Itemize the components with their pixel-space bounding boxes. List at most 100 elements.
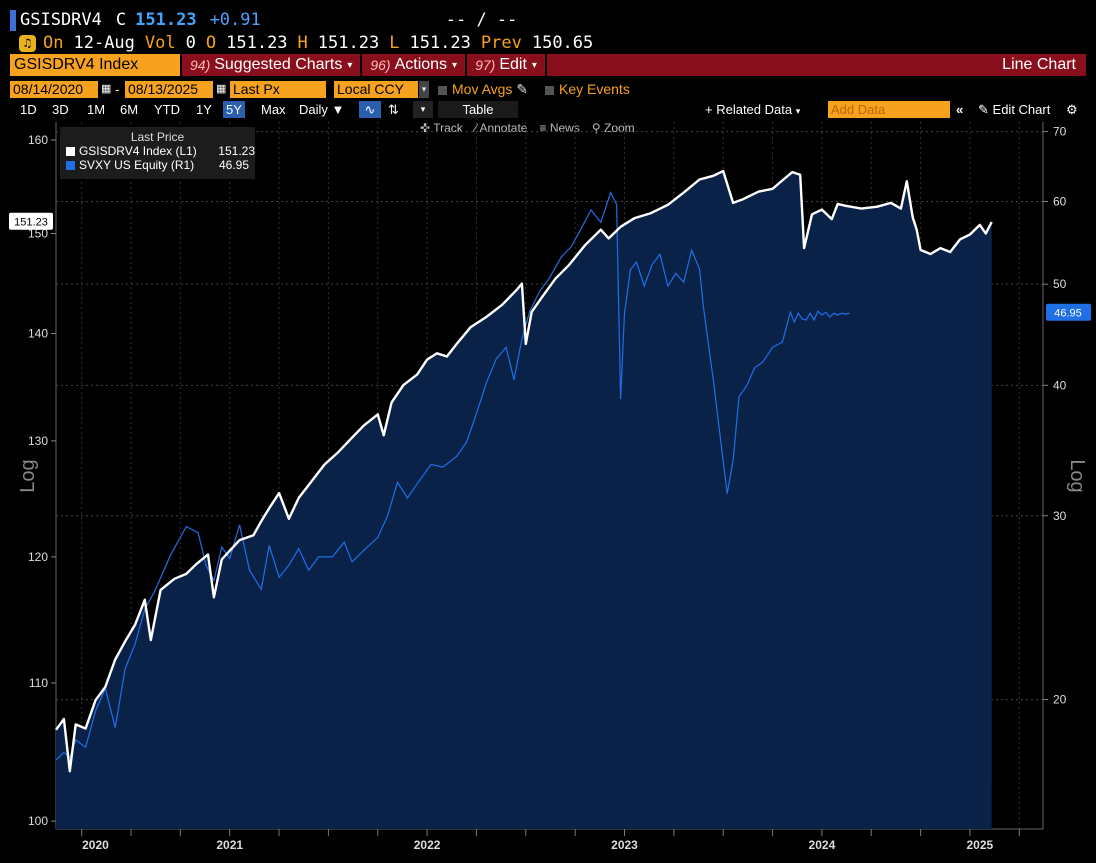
legend-item-svxy[interactable]: SVXY US Equity (R1) 46.95 — [66, 158, 255, 172]
low-price: 151.23 — [409, 33, 471, 53]
chart-type-label: Line Chart — [1002, 56, 1076, 73]
left-axis-tick-label: 150 — [28, 227, 48, 241]
range-ytd-button[interactable]: YTD — [154, 102, 180, 117]
legend-series-name: GSISDRV4 Index (L1) — [78, 144, 197, 158]
left-axis-tick-label: 120 — [28, 550, 48, 564]
legend-item-index[interactable]: GSISDRV4 Index (L1) 151.23 — [66, 144, 255, 158]
actions-menu[interactable]: 96) Actions ▾ — [362, 54, 468, 76]
x-axis-year-label: 2023 — [611, 838, 638, 852]
range-3d-button[interactable]: 3D — [52, 102, 69, 117]
menu-bar: GSISDRV4 Index 94) Suggested Charts ▾ 96… — [10, 54, 1086, 76]
series-area — [56, 171, 992, 830]
last-price: 151.23 — [135, 10, 197, 30]
currency-select[interactable]: Local CCY — [334, 81, 418, 98]
svxy-series-line — [55, 190, 850, 761]
calendar-icon[interactable]: ▦ — [101, 83, 112, 95]
menu-label: Actions — [394, 56, 448, 73]
prev-price: 150.65 — [531, 33, 594, 53]
last-value-markers: 151.23 46.95 — [9, 212, 1091, 321]
legend-header: Last Price — [130, 130, 185, 144]
series-lines — [55, 169, 993, 773]
last-value-box-left — [9, 212, 53, 230]
annotate-icon: ∕ — [474, 121, 477, 135]
ticker[interactable]: GSISDRV4 — [20, 10, 102, 30]
date-separator: - — [115, 81, 120, 97]
index-area-fill — [56, 171, 992, 830]
legend-series-name: SVXY US Equity (R1) — [79, 158, 195, 172]
checkbox-icon — [545, 85, 554, 95]
left-axis-label: Log — [17, 459, 39, 492]
related-data-menu[interactable]: + Related Data ▾ — [705, 101, 800, 118]
edit-menu[interactable]: 97) Edit ▾ — [467, 54, 547, 76]
legend-series-value: 151.23 — [218, 144, 255, 158]
legend-swatch — [66, 146, 75, 156]
field-select[interactable]: Last Px — [230, 81, 326, 98]
chart-legend[interactable]: Last Price GSISDRV4 Index (L1) 151.23 SV… — [60, 127, 255, 179]
range-1d-button[interactable]: 1D — [20, 102, 37, 117]
range-5y-button[interactable]: 5Y — [223, 101, 245, 118]
left-axis-tick-label: 130 — [28, 434, 48, 448]
range-6m-button[interactable]: 6M — [120, 102, 139, 117]
x-axis-year-label: 2021 — [216, 838, 243, 852]
chart-style-dropdown-icon[interactable]: ▾ — [413, 101, 433, 118]
last-value-label-left: 151.23 — [14, 217, 48, 229]
open-label: O — [205, 33, 217, 53]
news-icon: ≡ — [539, 121, 547, 135]
on-label: On — [43, 33, 64, 53]
collapse-icon[interactable]: « — [956, 102, 964, 117]
currency-dropdown-icon[interactable]: ▾ — [419, 81, 429, 98]
bid-ask: -- / -- — [445, 10, 518, 30]
high-label: H — [297, 33, 308, 53]
calendar-icon[interactable]: ▦ — [216, 83, 227, 95]
net-change: +0.91 — [209, 10, 261, 30]
gear-icon[interactable]: ⚙ — [1066, 102, 1078, 117]
start-date-input[interactable]: 08/14/2020 — [10, 81, 98, 98]
vol-label: Vol — [144, 33, 176, 53]
range-bar: 1D 3D 1M 6M YTD 1Y 5Y Max Daily ▼ ∿ ⇅ ▾ … — [10, 101, 1086, 118]
alert-bell-icon[interactable]: ♫ — [19, 34, 36, 52]
mov-avgs-label: Mov Avgs — [452, 81, 513, 97]
range-1m-button[interactable]: 1M — [87, 102, 106, 117]
caret-down-icon: ▾ — [347, 59, 353, 71]
volume: 0 — [185, 33, 196, 53]
right-axis-tick-label: 60 — [1053, 194, 1067, 208]
edit-chart-button[interactable]: ✎ Edit Chart — [978, 101, 1050, 118]
frequency-label: Daily — [299, 102, 328, 117]
key-events-toggle[interactable]: Key Events — [545, 81, 630, 97]
zoom-icon: ⚲ — [591, 121, 601, 135]
x-axis-year-label: 2020 — [82, 838, 109, 852]
end-date-input[interactable]: 08/13/2025 — [125, 81, 213, 98]
right-axis-tick-label: 20 — [1053, 693, 1067, 707]
high-price: 151.23 — [317, 33, 380, 53]
table-button[interactable]: Table — [438, 101, 518, 118]
security-color-swatch — [10, 9, 16, 31]
candle-chart-icon[interactable]: ⇅ — [388, 102, 399, 117]
low-label: L — [389, 33, 400, 53]
mov-avgs-toggle[interactable]: Mov Avgs ✎ — [438, 81, 528, 98]
pencil-icon: ✎ — [516, 81, 529, 97]
range-1y-button[interactable]: 1Y — [196, 102, 212, 117]
track-tool[interactable]: ✜ Track — [420, 121, 463, 135]
add-data-input[interactable]: Add Data — [828, 101, 950, 118]
caret-down-icon: ▾ — [531, 59, 537, 71]
range-max-button[interactable]: Max — [261, 102, 286, 117]
right-axis-tick-label: 30 — [1053, 509, 1067, 523]
checkbox-icon — [438, 85, 447, 95]
left-axis: 100 110 120 130 140 150 160 Log — [17, 133, 56, 828]
control-bar: 08/14/2020 ▦ - 08/13/2025 ▦ Last Px Loca… — [10, 81, 1086, 99]
menu-label: Suggested Charts — [214, 56, 343, 73]
security-field[interactable]: GSISDRV4 Index — [10, 54, 182, 76]
line-chart-icon[interactable]: ∿ — [359, 101, 381, 118]
caret-down-icon: ▾ — [452, 59, 458, 71]
close-label: C — [115, 10, 127, 30]
legend-swatch — [66, 160, 75, 170]
dropdown-icon: ▼ — [331, 102, 345, 117]
open-price: 151.23 — [226, 33, 288, 53]
right-axis-label: Log — [1066, 459, 1088, 492]
line-chart[interactable]: 100 110 120 130 140 150 160 Log 20 30 40 50 60 70 Log… — [0, 118, 1096, 863]
frequency-select[interactable]: Daily ▼ — [299, 101, 344, 118]
left-axis-tick-label: 160 — [28, 133, 48, 147]
suggested-charts-menu[interactable]: 94) Suggested Charts ▾ — [182, 54, 363, 76]
edit-chart-label: Edit Chart — [992, 102, 1051, 117]
menu-number: 97) — [475, 57, 496, 73]
